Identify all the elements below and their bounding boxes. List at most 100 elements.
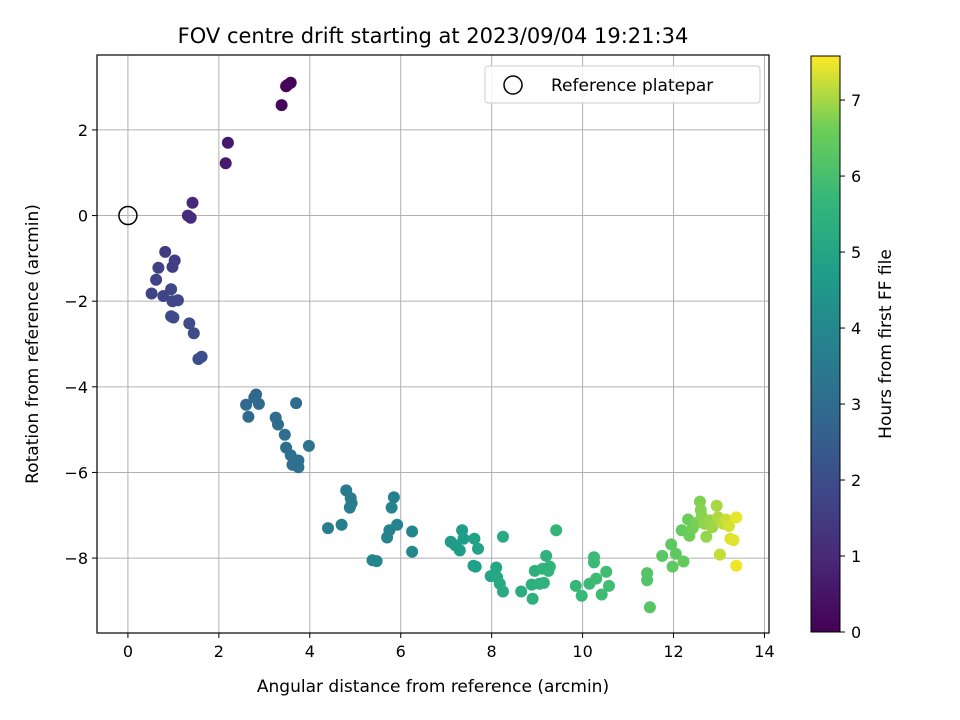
data-point [713, 548, 726, 561]
data-point [381, 531, 394, 544]
data-point [590, 572, 603, 585]
x-tick-label: 14 [754, 642, 774, 661]
data-point [343, 501, 356, 514]
data-point [278, 428, 291, 441]
x-tick-label: 8 [487, 642, 497, 661]
colorbar-tick-label: 0 [851, 623, 861, 642]
data-point [569, 579, 582, 592]
legend-box [484, 65, 761, 104]
data-point [515, 585, 528, 598]
data-point [453, 544, 466, 557]
x-tick-label: 6 [396, 642, 406, 661]
data-point [730, 511, 743, 524]
colorbar-tick-label: 6 [851, 167, 861, 186]
grid [97, 55, 769, 633]
y-axis-ticks: −8 −6 −4 −2 0 2 [64, 121, 97, 568]
data-point [290, 397, 303, 410]
colorbar-tick-label: 7 [851, 91, 861, 110]
data-point [641, 574, 654, 587]
y-tick-label: −4 [64, 378, 88, 397]
data-point [370, 555, 383, 568]
data-point [280, 80, 293, 93]
legend: Reference platepar [484, 65, 761, 104]
data-point [192, 353, 205, 365]
data-point [603, 579, 615, 592]
colorbar-tick-label: 2 [851, 471, 861, 490]
x-axis-label: Angular distance from reference (arcmin) [257, 677, 609, 697]
data-point [469, 560, 482, 573]
legend-reference-marker [503, 75, 523, 95]
data-point [159, 245, 172, 258]
data-point [242, 410, 255, 423]
data-point [595, 588, 608, 601]
x-tick-label: 4 [305, 642, 315, 661]
data-point [497, 530, 509, 543]
x-tick-label: 0 [123, 642, 133, 661]
y-tick-label: −2 [64, 292, 88, 311]
data-point [240, 398, 253, 411]
y-tick-label: 2 [78, 121, 88, 140]
legend-entry-reference-platepar: Reference platepar [551, 76, 713, 96]
data-point [187, 327, 200, 340]
plot-frame [96, 54, 770, 634]
data-point [183, 317, 196, 330]
y-axis-label: Rotation from reference (arcmin) [23, 204, 43, 484]
data-point [221, 136, 234, 149]
x-tick-label: 12 [663, 642, 683, 661]
data-point [540, 549, 553, 562]
data-point [472, 542, 484, 555]
data-point [457, 532, 470, 545]
data-point [700, 530, 713, 543]
data-point [387, 491, 400, 504]
data-point [252, 397, 265, 410]
data-point [710, 499, 723, 512]
data-point [526, 592, 539, 605]
colorbar [810, 55, 841, 633]
data-point [723, 520, 735, 532]
colorbar-tick-label: 3 [851, 395, 861, 414]
colorbar-label: Hours from first FF file [876, 249, 896, 439]
colorbar-tick-label: 1 [851, 547, 861, 566]
data-point [600, 565, 613, 578]
data-points [145, 76, 743, 614]
chart-title: FOV centre drift starting at 2023/09/04 … [178, 24, 689, 48]
colorbar-ticks: 0 1 2 3 4 5 6 7 [840, 91, 861, 642]
data-point [152, 261, 165, 274]
data-point [727, 534, 740, 547]
data-point [167, 311, 180, 324]
x-tick-label: 2 [214, 642, 224, 661]
data-point [542, 564, 555, 577]
data-point [490, 561, 503, 574]
data-point [588, 556, 600, 569]
data-point [706, 521, 719, 534]
data-point [575, 589, 588, 602]
data-point [145, 287, 158, 300]
data-point [666, 560, 679, 573]
data-point [150, 273, 163, 286]
y-tick-label: −6 [64, 463, 88, 482]
data-point [385, 501, 398, 514]
data-point [157, 290, 170, 302]
data-point [677, 555, 690, 568]
data-point [171, 294, 184, 307]
data-point [292, 461, 305, 474]
data-point [497, 585, 509, 598]
y-tick-label: 0 [78, 207, 88, 226]
data-point [656, 549, 669, 562]
data-point [665, 538, 678, 551]
x-tick-label: 10 [572, 642, 592, 661]
data-point [219, 157, 232, 170]
data-point [186, 196, 199, 209]
data-point [166, 260, 179, 273]
colorbar-tick-label: 5 [851, 243, 861, 262]
data-point [335, 518, 348, 531]
data-point [272, 418, 284, 431]
data-point [275, 99, 288, 112]
reference-platepar-marker [118, 205, 138, 226]
data-point [302, 439, 315, 452]
data-point [643, 601, 656, 614]
data-point [537, 576, 550, 589]
x-axis-ticks: 0 2 4 6 8 10 12 14 [123, 633, 775, 661]
y-tick-label: −8 [64, 549, 88, 568]
data-point [730, 559, 743, 572]
